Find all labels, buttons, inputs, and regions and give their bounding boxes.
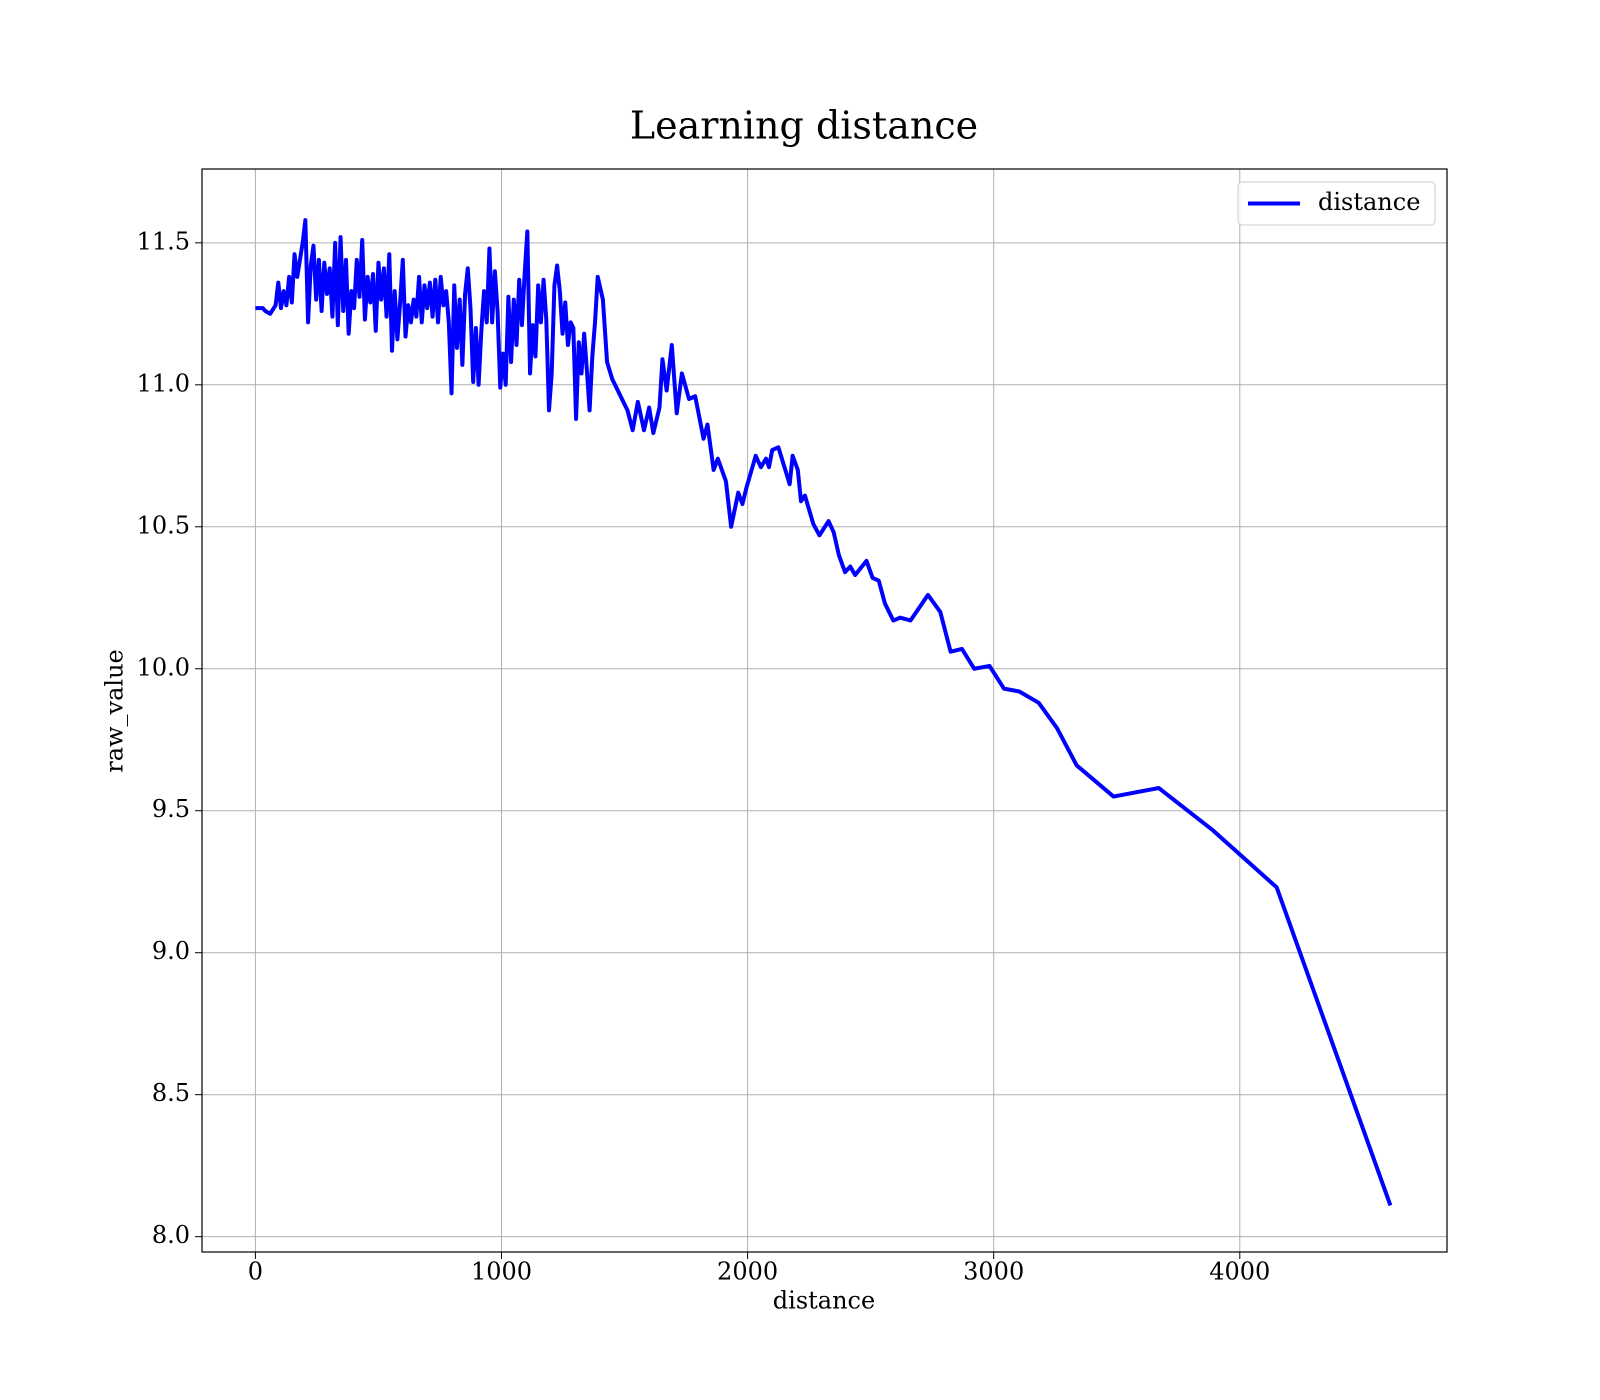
y-tick-label: 11.5: [137, 227, 190, 255]
x-tick-label: 0: [248, 1258, 263, 1286]
y-tick-label: 9.5: [152, 795, 190, 823]
y-tick-label: 8.0: [152, 1221, 190, 1249]
x-tick-label: 1000: [471, 1258, 532, 1286]
y-tick-label: 8.5: [152, 1079, 190, 1107]
x-tick-label: 4000: [1209, 1258, 1270, 1286]
y-tick-label: 10.0: [137, 653, 190, 681]
chart-title: Learning distance: [630, 104, 978, 148]
y-axis-label: raw_value: [101, 649, 129, 773]
data-line: [255, 218, 1393, 1207]
x-tick-label: 3000: [963, 1258, 1024, 1286]
legend-label: distance: [1318, 188, 1420, 216]
y-tick-label: 11.0: [137, 369, 190, 397]
y-tick-label: 9.0: [152, 937, 190, 965]
legend-box: [1237, 181, 1436, 226]
plot-frame: [201, 168, 1448, 1253]
x-axis-label: distance: [773, 1287, 875, 1315]
x-tick-label: 2000: [717, 1258, 778, 1286]
y-tick-label: 10.5: [137, 511, 190, 539]
